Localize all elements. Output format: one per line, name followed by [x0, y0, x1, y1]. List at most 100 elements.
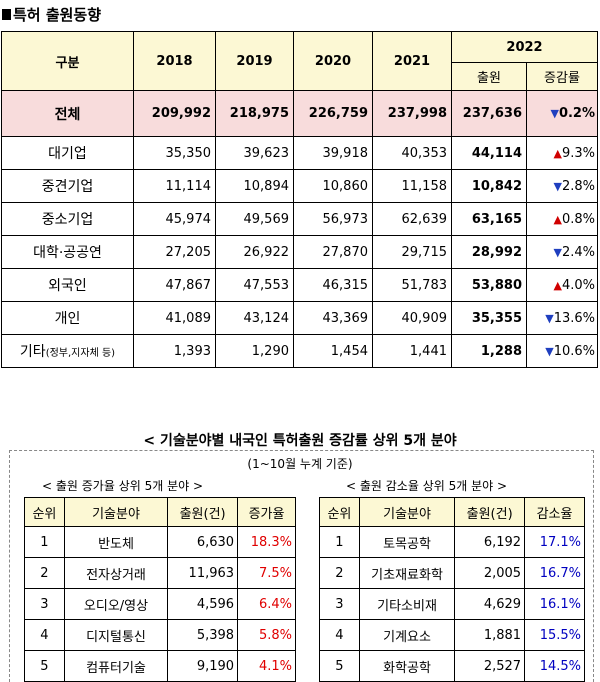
- triangle-down-icon: ▼: [545, 344, 554, 358]
- change-cell: ▼10.6%: [526, 334, 598, 368]
- rank-cell: 5: [319, 650, 360, 682]
- column-header: 순위: [319, 497, 360, 527]
- field-cell: 기초재료화학: [358, 557, 456, 589]
- column-header: 출원(건): [454, 497, 526, 527]
- value-cell: 28,992: [451, 235, 527, 269]
- row-category: 중견기업: [1, 169, 134, 203]
- rate-cell: 18.3%: [237, 526, 296, 558]
- square-bullet-icon: [2, 9, 11, 20]
- triangle-down-icon: ▼: [553, 245, 562, 259]
- right-table-label: < 출원 감소율 상위 5개 분야 >: [346, 479, 508, 493]
- triangle-up-icon: ▲: [553, 278, 562, 292]
- category-name: 기타: [19, 344, 46, 360]
- triangle-down-icon: ▼: [553, 179, 562, 193]
- change-cell: ▲0.8%: [526, 202, 598, 236]
- category-name: 대학·공공연: [33, 245, 102, 261]
- rank-cell: 4: [319, 619, 360, 651]
- table-row: 중견기업 11,114 10,894 10,860 11,158 10,842 ▼2.8%: [1, 169, 598, 203]
- value-cell: 56,973: [293, 202, 373, 236]
- column-header: 출원(건): [167, 497, 239, 527]
- header-applications: 출원: [451, 62, 527, 91]
- value-cell: 39,623: [215, 136, 294, 170]
- table-row: 개인 41,089 43,124 43,369 40,909 35,355 ▼13.6%: [1, 301, 598, 335]
- triangle-up-icon: ▲: [553, 212, 562, 226]
- value-cell: 10,894: [215, 169, 294, 203]
- rate-cell: 15.5%: [524, 619, 585, 651]
- category-note: (정부,지자체 등): [45, 348, 116, 359]
- table-row: 대기업 35,350 39,623 39,918 40,353 44,114 ▲9.3%: [1, 136, 598, 170]
- section-subtitle: (1~10월 누계 기준): [247, 457, 353, 471]
- total-row: 전체 209,992 218,975 226,759 237,998 237,636 ▼0.…: [1, 90, 598, 137]
- decrease-top5-table: 순위 기술분야 출원(건) 감소율 1 토목공학 6,192 17.1% 2 기초재료화학 2,0…: [319, 497, 585, 682]
- column-header: 기술분야: [358, 497, 456, 527]
- value-cell: 26,922: [215, 235, 294, 269]
- rank-cell: 2: [24, 557, 65, 589]
- rank-cell: 3: [319, 588, 360, 620]
- value-cell: 11,158: [372, 169, 452, 203]
- row-category: 외국인: [1, 268, 134, 302]
- value-cell: 46,315: [293, 268, 373, 302]
- table-row: 대학·공공연 27,205 26,922 27,870 29,715 28,992 ▼2.4…: [1, 235, 598, 269]
- table-row: 4 디지털통신 5,398 5.8%: [24, 619, 296, 651]
- table-row: 중소기업 45,974 49,569 56,973 62,639 63,165 ▲0.8%: [1, 202, 598, 236]
- value-cell: 10,842: [451, 169, 527, 203]
- count-cell: 9,190: [167, 650, 239, 682]
- value-cell: 10,860: [293, 169, 373, 203]
- header-year-2020: 2020: [293, 31, 373, 91]
- row-category: 대기업: [1, 136, 134, 170]
- field-cell: 오디오/영상: [63, 588, 169, 620]
- rank-cell: 2: [319, 557, 360, 589]
- table-row: 3 오디오/영상 4,596 6.4%: [24, 588, 296, 620]
- count-cell: 2,005: [454, 557, 526, 589]
- header-growth: 증감률: [526, 62, 598, 91]
- row-category: 대학·공공연: [1, 235, 134, 269]
- rank-cell: 1: [24, 526, 65, 558]
- page-title: 특허 출원동향: [2, 4, 101, 25]
- category-name: 중견기업: [41, 179, 94, 195]
- table-row: 1 토목공학 6,192 17.1%: [319, 526, 585, 558]
- count-cell: 2,527: [454, 650, 526, 682]
- value-cell: 35,350: [133, 136, 216, 170]
- table-row: 5 컴퓨터기술 9,190 4.1%: [24, 650, 296, 682]
- field-cell: 반도체: [63, 526, 169, 558]
- field-cell: 컴퓨터기술: [63, 650, 169, 682]
- increase-top5-table: 순위 기술분야 출원(건) 증가율 1 반도체 6,630 18.3% 2 전자상거래 11,96…: [24, 497, 296, 682]
- header-year-2018: 2018: [133, 31, 216, 91]
- value-cell: 43,124: [215, 301, 294, 335]
- change-cell: ▲4.0%: [526, 268, 598, 302]
- triangle-down-icon: ▼: [550, 107, 559, 120]
- change-cell: ▲9.3%: [526, 136, 598, 170]
- count-cell: 6,630: [167, 526, 239, 558]
- change-cell: ▼0.2%: [526, 90, 598, 137]
- value-cell: 43,369: [293, 301, 373, 335]
- change-value: 9.3%: [561, 145, 595, 161]
- count-cell: 11,963: [167, 557, 239, 589]
- value-cell: 40,909: [372, 301, 452, 335]
- value-cell: 44,114: [451, 136, 527, 170]
- table-row: 기타(정부,지자체 등) 1,393 1,290 1,454 1,441 1,288 ▼10…: [1, 334, 598, 368]
- change-value: 2.8%: [561, 178, 595, 194]
- field-cell: 기계요소: [358, 619, 456, 651]
- value-cell: 1,454: [293, 334, 373, 368]
- row-category: 개인: [1, 301, 134, 335]
- category-name: 외국인: [48, 278, 87, 294]
- rate-cell: 4.1%: [237, 650, 296, 682]
- category-name: 대기업: [48, 146, 87, 162]
- triangle-up-icon: ▲: [553, 146, 562, 160]
- field-cell: 전자상거래: [63, 557, 169, 589]
- change-value: 4.0%: [561, 277, 595, 293]
- count-cell: 4,596: [167, 588, 239, 620]
- value-cell: 51,783: [372, 268, 452, 302]
- triangle-down-icon: ▼: [545, 311, 554, 325]
- value-cell: 218,975: [215, 90, 294, 137]
- value-cell: 63,165: [451, 202, 527, 236]
- rate-cell: 14.5%: [524, 650, 585, 682]
- table-row: 외국인 47,867 47,553 46,315 51,783 53,880 ▲4.0%: [1, 268, 598, 302]
- value-cell: 29,715: [372, 235, 452, 269]
- row-category: 전체: [1, 90, 134, 137]
- table-row: 2 기초재료화학 2,005 16.7%: [319, 557, 585, 589]
- column-header: 증가율: [237, 497, 296, 527]
- change-cell: ▼13.6%: [526, 301, 598, 335]
- table-row: 4 기계요소 1,881 15.5%: [319, 619, 585, 651]
- rate-cell: 5.8%: [237, 619, 296, 651]
